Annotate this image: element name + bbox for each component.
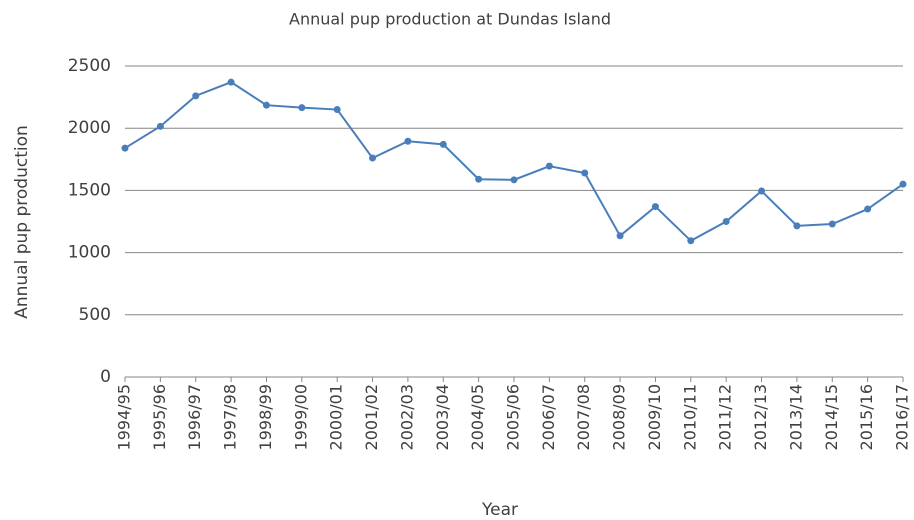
point	[404, 137, 412, 145]
x-tick-label: 2006/07	[539, 384, 558, 450]
y-tick-label: 1000	[68, 243, 111, 263]
point	[651, 203, 659, 211]
point	[828, 220, 836, 228]
line	[124, 81, 904, 243]
point	[439, 140, 447, 148]
point	[616, 232, 624, 240]
x-tick-label: 2000/01	[327, 384, 346, 450]
y-tick-label: 2000	[68, 118, 111, 138]
x-tick-label: 2008/09	[610, 384, 629, 450]
x-tick-label: 2011/12	[716, 384, 735, 450]
x-tick-label: 1995/96	[150, 384, 169, 450]
x-tick-label: 1997/98	[221, 384, 240, 450]
point	[121, 144, 129, 152]
x-tick-label: 2010/11	[680, 384, 699, 450]
point	[758, 187, 766, 195]
point	[581, 169, 589, 177]
x-tick-label: 2014/15	[822, 384, 841, 450]
point	[687, 237, 695, 245]
x-tick-label: 2003/04	[433, 384, 452, 450]
x-tick-label: 1994/95	[115, 384, 134, 450]
point	[899, 180, 907, 188]
point	[333, 106, 341, 114]
x-tick-label: 2004/05	[468, 384, 487, 450]
point	[298, 104, 306, 112]
point	[510, 176, 518, 184]
point	[475, 175, 483, 183]
x-tick-label: 2013/14	[786, 384, 805, 450]
x-tick-label: 2007/08	[574, 384, 593, 450]
x-tick-label: 2001/02	[362, 384, 381, 450]
x-tick-label: 1999/00	[291, 384, 310, 450]
point	[545, 162, 553, 170]
x-tick-label: 2009/10	[645, 384, 664, 450]
chart-title: Annual pup production at Dundas Island	[289, 10, 611, 29]
x-tick-label: 2016/17	[893, 384, 912, 450]
y-tick-label: 2500	[68, 56, 111, 76]
y-tick-label: 500	[79, 305, 111, 325]
x-tick-label: 2012/13	[751, 384, 770, 450]
y-tick-label: 1500	[68, 180, 111, 200]
point	[722, 218, 730, 225]
point	[369, 154, 377, 162]
x-tick-label: 2015/16	[857, 384, 876, 450]
point	[864, 205, 872, 213]
y-tick-label: 0	[100, 367, 111, 387]
x-axis-label: Year	[481, 500, 518, 520]
point	[262, 101, 270, 109]
point	[192, 92, 200, 100]
point	[227, 78, 235, 86]
point	[156, 122, 164, 130]
x-tick-label: 2002/03	[397, 384, 416, 450]
x-tick-label: 2005/06	[504, 384, 523, 450]
x-tick-label: 1998/99	[256, 384, 275, 450]
y-axis-label: Annual pup production	[12, 125, 32, 319]
x-tick-label: 1996/97	[185, 384, 204, 450]
point	[793, 222, 801, 230]
